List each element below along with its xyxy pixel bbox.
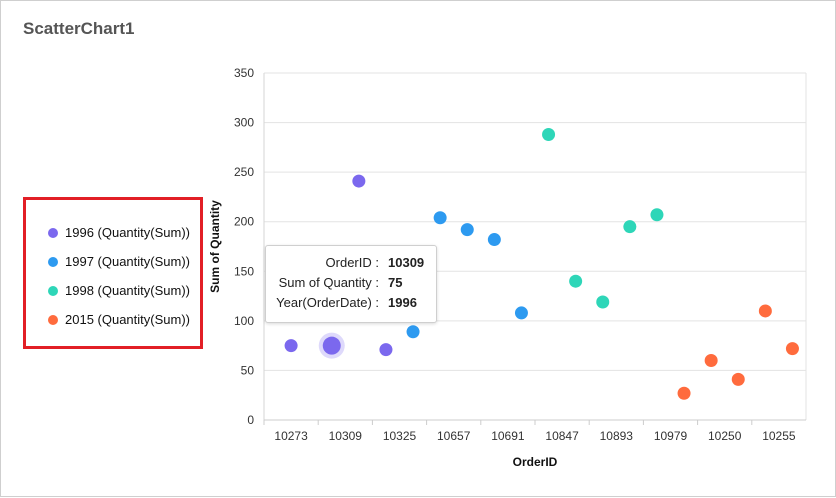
legend-marker-2015 (48, 314, 58, 325)
legend-label: 1997 (Quantity(Sum)) (65, 254, 190, 269)
tooltip-value: 75 (388, 275, 403, 290)
y-tick-label: 300 (234, 116, 254, 130)
data-point (758, 304, 772, 318)
x-tick-label: 10255 (762, 429, 796, 443)
data-point (406, 325, 420, 339)
y-tick-label: 50 (241, 363, 255, 377)
data-point-highlighted (322, 336, 341, 355)
data-point (379, 343, 393, 357)
x-tick-label: 10979 (654, 429, 688, 443)
tooltip-label: Sum of Quantity : (278, 275, 379, 290)
x-tick-label: 10893 (600, 429, 634, 443)
chart-tooltip: OrderID : 10309 Sum of Quantity : 75 Yea… (265, 245, 437, 323)
data-point (460, 223, 474, 237)
data-point (596, 295, 610, 309)
data-point (569, 274, 583, 288)
data-point (731, 372, 745, 386)
x-tick-label: 10273 (274, 429, 308, 443)
widget-title: ScatterChart1 (23, 19, 135, 38)
legend-item-1996[interactable]: 1996 (Quantity(Sum)) (26, 218, 200, 247)
legend-label: 2015 (Quantity(Sum)) (65, 312, 190, 327)
y-tick-label: 350 (234, 66, 254, 80)
legend-marker-1997 (48, 256, 58, 267)
legend-marker-1996 (48, 227, 58, 238)
x-tick-label: 10691 (491, 429, 525, 443)
tooltip-row-quantity: Sum of Quantity : 75 (266, 275, 436, 293)
data-point (352, 174, 366, 188)
legend: 1996 (Quantity(Sum)) 1997 (Quantity(Sum)… (23, 197, 203, 349)
y-tick-label: 150 (234, 264, 254, 278)
x-tick-label: 10325 (383, 429, 417, 443)
x-tick-label: 10847 (545, 429, 579, 443)
x-tick-label: 10309 (329, 429, 363, 443)
x-tick-label: 10250 (708, 429, 742, 443)
data-point (487, 233, 501, 247)
y-tick-label: 250 (234, 165, 254, 179)
legend-item-1998[interactable]: 1998 (Quantity(Sum)) (26, 276, 200, 305)
y-axis-title: Sum of Quantity (208, 200, 222, 293)
data-point (514, 306, 528, 320)
tooltip-value: 1996 (388, 295, 417, 310)
data-point (542, 127, 556, 141)
data-point (704, 354, 718, 368)
tooltip-row-orderid: OrderID : 10309 (266, 255, 436, 273)
legend-marker-1998 (48, 285, 58, 296)
data-point (433, 211, 447, 225)
data-point (623, 220, 637, 234)
data-point (677, 386, 691, 400)
tooltip-row-year: Year(OrderDate) : 1996 (266, 295, 436, 313)
y-tick-label: 0 (247, 413, 254, 427)
legend-label: 1996 (Quantity(Sum)) (65, 225, 190, 240)
legend-item-2015[interactable]: 2015 (Quantity(Sum)) (26, 305, 200, 334)
tooltip-value: 10309 (388, 255, 425, 270)
y-tick-label: 100 (234, 314, 254, 328)
x-tick-label: 10657 (437, 429, 471, 443)
x-axis-title: OrderID (513, 455, 558, 469)
legend-item-1997[interactable]: 1997 (Quantity(Sum)) (26, 247, 200, 276)
data-point (284, 339, 298, 353)
tooltip-label: Year(OrderDate) : (276, 295, 379, 310)
data-point (785, 342, 799, 356)
data-point (650, 208, 664, 222)
tooltip-label: OrderID : (325, 255, 379, 270)
y-tick-label: 200 (234, 215, 254, 229)
legend-label: 1998 (Quantity(Sum)) (65, 283, 190, 298)
